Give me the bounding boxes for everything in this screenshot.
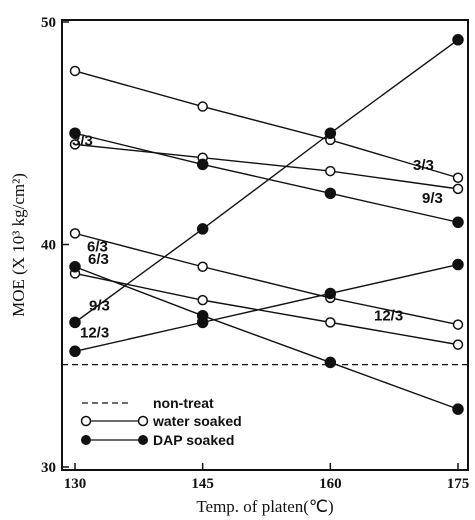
series-0-point-1 [197,101,208,112]
series-5-point-0 [69,316,81,329]
series-3-point-2 [325,317,336,328]
series-label-1: 9/3 [89,297,110,314]
x-tick-label-3: 175 [447,476,470,492]
series-4-point-0 [69,127,81,139]
series-2-line [74,232,459,326]
x-tick-label-1: 145 [191,476,214,492]
series-1-line [74,143,459,190]
series-0-point-3 [452,172,464,183]
series-label-2: 6/3 [87,238,108,255]
series-1-point-0 [69,139,81,150]
series-label-4: 6/3 [88,251,109,268]
y-tick-label-1: 40 [41,238,56,254]
series-label-7: 12/3 [80,324,109,341]
series-7-point-3 [452,258,464,271]
series-label-5: 3/3 [72,132,93,149]
series-5-point-3 [452,34,464,46]
series-1-point-3 [452,183,464,195]
series-6-point-3 [452,403,464,415]
series-4-point-1 [196,158,209,171]
legend: non-treat water soaked DAP soaked [80,395,242,448]
series-5-line [74,39,459,323]
series-3-point-3 [452,339,464,350]
x-axis-title: Temp. of platen(℃) [196,497,333,516]
x-tick-label-0: 130 [64,476,87,492]
series-5-point-2 [324,127,337,139]
series-2-point-0 [69,228,81,239]
legend-dap-marker-right [138,435,148,445]
legend-water-marker-left [80,415,92,427]
series-2-point-3 [452,319,464,330]
series-6-point-0 [69,261,81,273]
series-0-point-0 [69,65,81,77]
legend-dap-marker-left [81,435,91,445]
legend-water-marker-right [137,415,149,427]
series-label-0: 3/3 [413,157,434,174]
series-4-line [74,132,459,223]
series-2-point-1 [197,261,208,272]
series-7-point-1 [196,316,209,329]
legend-dap-label: DAP soaked [153,432,234,448]
series-6-point-2 [324,356,337,369]
x-tick-label-2: 160 [319,476,342,492]
series-4-point-2 [324,187,337,200]
legend-water-label: water soaked [152,413,242,429]
series-6-line [74,266,459,410]
y-axis-title: MOE (X 10³ kg/cm²) [9,173,28,317]
series-label-3: 9/3 [422,190,443,207]
series-7-line [74,263,459,352]
series-0-line [74,70,459,179]
series-7-point-0 [69,345,81,358]
y-tick-label-0: 30 [41,460,56,476]
series-4-point-3 [452,216,464,228]
series-5-point-1 [196,223,209,235]
series-label-6: 12/3 [374,308,403,325]
series-7-point-2 [324,287,337,300]
series-3-point-1 [197,294,208,306]
y-tick-label-2: 50 [41,15,56,31]
chart-marks: 130 145 160 175 30 40 50 3/3 9/3 6/3 9/3 6/3 3/3 12/3… [41,15,469,492]
series-1-point-2 [325,165,336,177]
legend-nontreat-label: non-treat [153,395,214,411]
series-3-line [74,272,459,346]
